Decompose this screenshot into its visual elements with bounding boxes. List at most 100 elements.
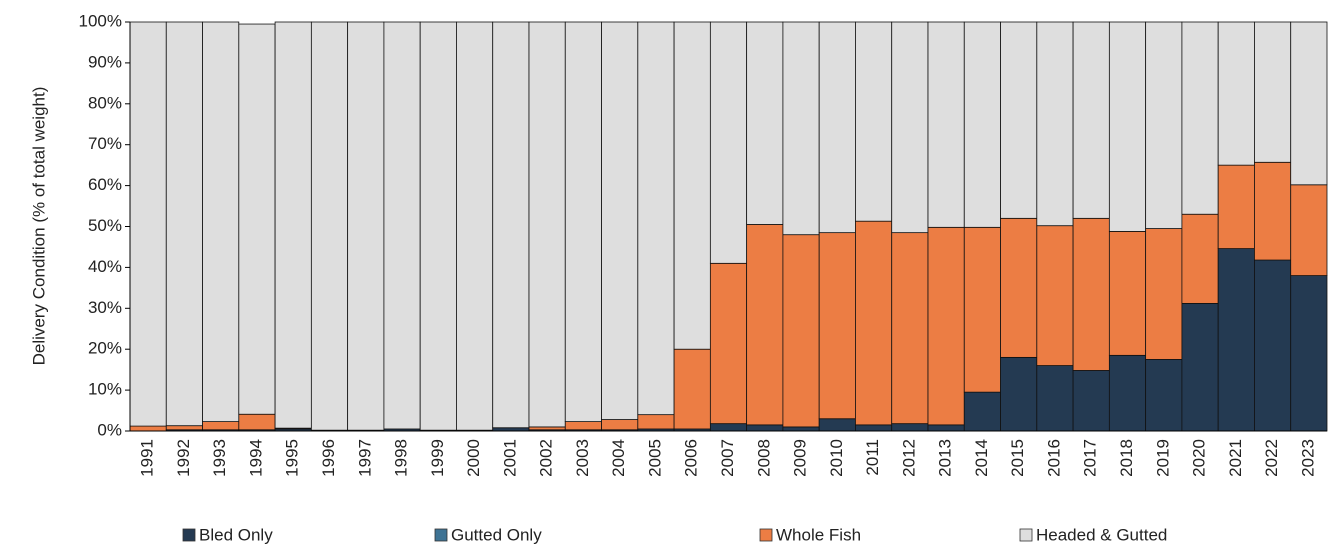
x-tick-label: 1999 bbox=[428, 439, 447, 477]
bar-segment bbox=[419, 21, 457, 431]
bar-segment bbox=[274, 21, 312, 429]
bar-segment bbox=[528, 426, 566, 431]
x-tick-label: 2004 bbox=[609, 439, 628, 477]
bar-segment bbox=[1036, 21, 1074, 227]
bar-segment bbox=[456, 21, 494, 431]
bar-segment bbox=[673, 348, 711, 430]
legend-swatch bbox=[759, 528, 773, 542]
y-axis-label: Delivery Condition (% of total weight) bbox=[29, 87, 48, 366]
legend-swatch bbox=[1019, 528, 1033, 542]
x-tick-label: 2003 bbox=[573, 439, 592, 477]
x-tick-label: 1997 bbox=[355, 439, 374, 477]
y-tick-label: 70% bbox=[88, 134, 122, 153]
bar-segment bbox=[1290, 184, 1328, 276]
x-tick-label: 2008 bbox=[754, 439, 773, 477]
bar-segment bbox=[637, 414, 675, 430]
legend-label: Bled Only bbox=[199, 525, 273, 544]
bar-segment bbox=[1072, 21, 1110, 219]
bar-segment bbox=[1254, 161, 1292, 261]
y-tick-label: 10% bbox=[88, 380, 122, 399]
bar-segment bbox=[238, 413, 276, 431]
bar-segment bbox=[1000, 356, 1038, 432]
bar-segment bbox=[927, 424, 965, 432]
bar-segment bbox=[746, 21, 784, 225]
bar-segment bbox=[963, 21, 1001, 228]
bar-segment bbox=[1072, 217, 1110, 371]
bar-segment bbox=[1217, 21, 1255, 166]
bar-segment bbox=[1072, 370, 1110, 432]
bar-segment bbox=[1108, 21, 1147, 232]
bar-segment bbox=[383, 21, 421, 430]
y-tick-label: 100% bbox=[79, 11, 122, 30]
bar-segment bbox=[165, 425, 203, 431]
x-tick-label: 2017 bbox=[1081, 439, 1100, 477]
x-tick-label: 2009 bbox=[791, 439, 810, 477]
bar-segment bbox=[1217, 248, 1255, 432]
bar-segment bbox=[891, 423, 929, 432]
bar-segment bbox=[202, 421, 240, 431]
bar-segment bbox=[601, 21, 639, 420]
x-tick-label: 1994 bbox=[246, 439, 265, 477]
x-tick-label: 2010 bbox=[827, 439, 846, 477]
bar-segment bbox=[637, 21, 675, 416]
x-tick-label: 2013 bbox=[936, 439, 955, 477]
bar-segment bbox=[310, 21, 349, 431]
bar-segment bbox=[1181, 21, 1219, 215]
bar-segment bbox=[709, 423, 748, 432]
y-tick-label: 30% bbox=[88, 298, 122, 317]
legend-swatch bbox=[182, 528, 196, 542]
bar-segment bbox=[673, 21, 711, 350]
bar-segment bbox=[818, 418, 856, 432]
bar-segment bbox=[782, 234, 820, 428]
bar-segment bbox=[492, 21, 530, 429]
x-tick-label: 2014 bbox=[972, 439, 991, 477]
x-tick-label: 1996 bbox=[319, 439, 338, 477]
y-tick-label: 40% bbox=[88, 257, 122, 276]
bar-segment bbox=[129, 21, 167, 427]
x-tick-label: 1995 bbox=[283, 439, 302, 477]
bar-segment bbox=[1290, 275, 1328, 432]
bar-segment bbox=[709, 262, 748, 425]
bar-segment bbox=[564, 421, 602, 431]
bar-segment bbox=[202, 21, 240, 422]
bar-segment bbox=[855, 21, 893, 222]
bar-segment bbox=[1000, 21, 1038, 219]
bar-segment bbox=[1036, 225, 1074, 366]
bar-segment bbox=[746, 424, 784, 432]
bar-segment bbox=[165, 21, 203, 427]
bar-segment bbox=[709, 21, 748, 264]
bar-segment bbox=[238, 23, 276, 415]
x-tick-label: 2006 bbox=[682, 439, 701, 477]
x-tick-label: 2018 bbox=[1117, 439, 1136, 477]
legend-swatch bbox=[434, 528, 448, 542]
y-tick-label: 20% bbox=[88, 339, 122, 358]
x-tick-label: 1991 bbox=[138, 439, 157, 477]
bar-segment bbox=[1181, 213, 1219, 304]
bar-segment bbox=[818, 232, 856, 420]
bar-segment bbox=[528, 21, 566, 428]
bar-segment bbox=[1290, 21, 1328, 186]
bar-segment bbox=[1254, 259, 1292, 432]
bar-segment bbox=[963, 391, 1001, 432]
x-tick-label: 2021 bbox=[1226, 439, 1245, 477]
bar-segment bbox=[1108, 354, 1147, 432]
y-tick-label: 60% bbox=[88, 175, 122, 194]
bar-segment bbox=[1036, 365, 1074, 432]
x-tick-label: 1998 bbox=[392, 439, 411, 477]
y-tick-label: 50% bbox=[88, 216, 122, 235]
x-tick-label: 1992 bbox=[174, 439, 193, 477]
y-tick-label: 80% bbox=[88, 93, 122, 112]
legend-label: Headed & Gutted bbox=[1036, 525, 1167, 544]
legend-label: Whole Fish bbox=[776, 525, 861, 544]
bar-segment bbox=[782, 426, 820, 432]
bar-segment bbox=[891, 232, 929, 425]
x-tick-label: 2005 bbox=[645, 439, 664, 477]
bar-segment bbox=[564, 21, 602, 422]
x-tick-label: 2002 bbox=[537, 439, 556, 477]
bar-segment bbox=[1108, 231, 1147, 356]
bar-segment bbox=[855, 220, 893, 426]
legend-label: Gutted Only bbox=[451, 525, 542, 544]
bar-segment bbox=[1217, 164, 1255, 249]
x-tick-label: 2000 bbox=[464, 439, 483, 477]
